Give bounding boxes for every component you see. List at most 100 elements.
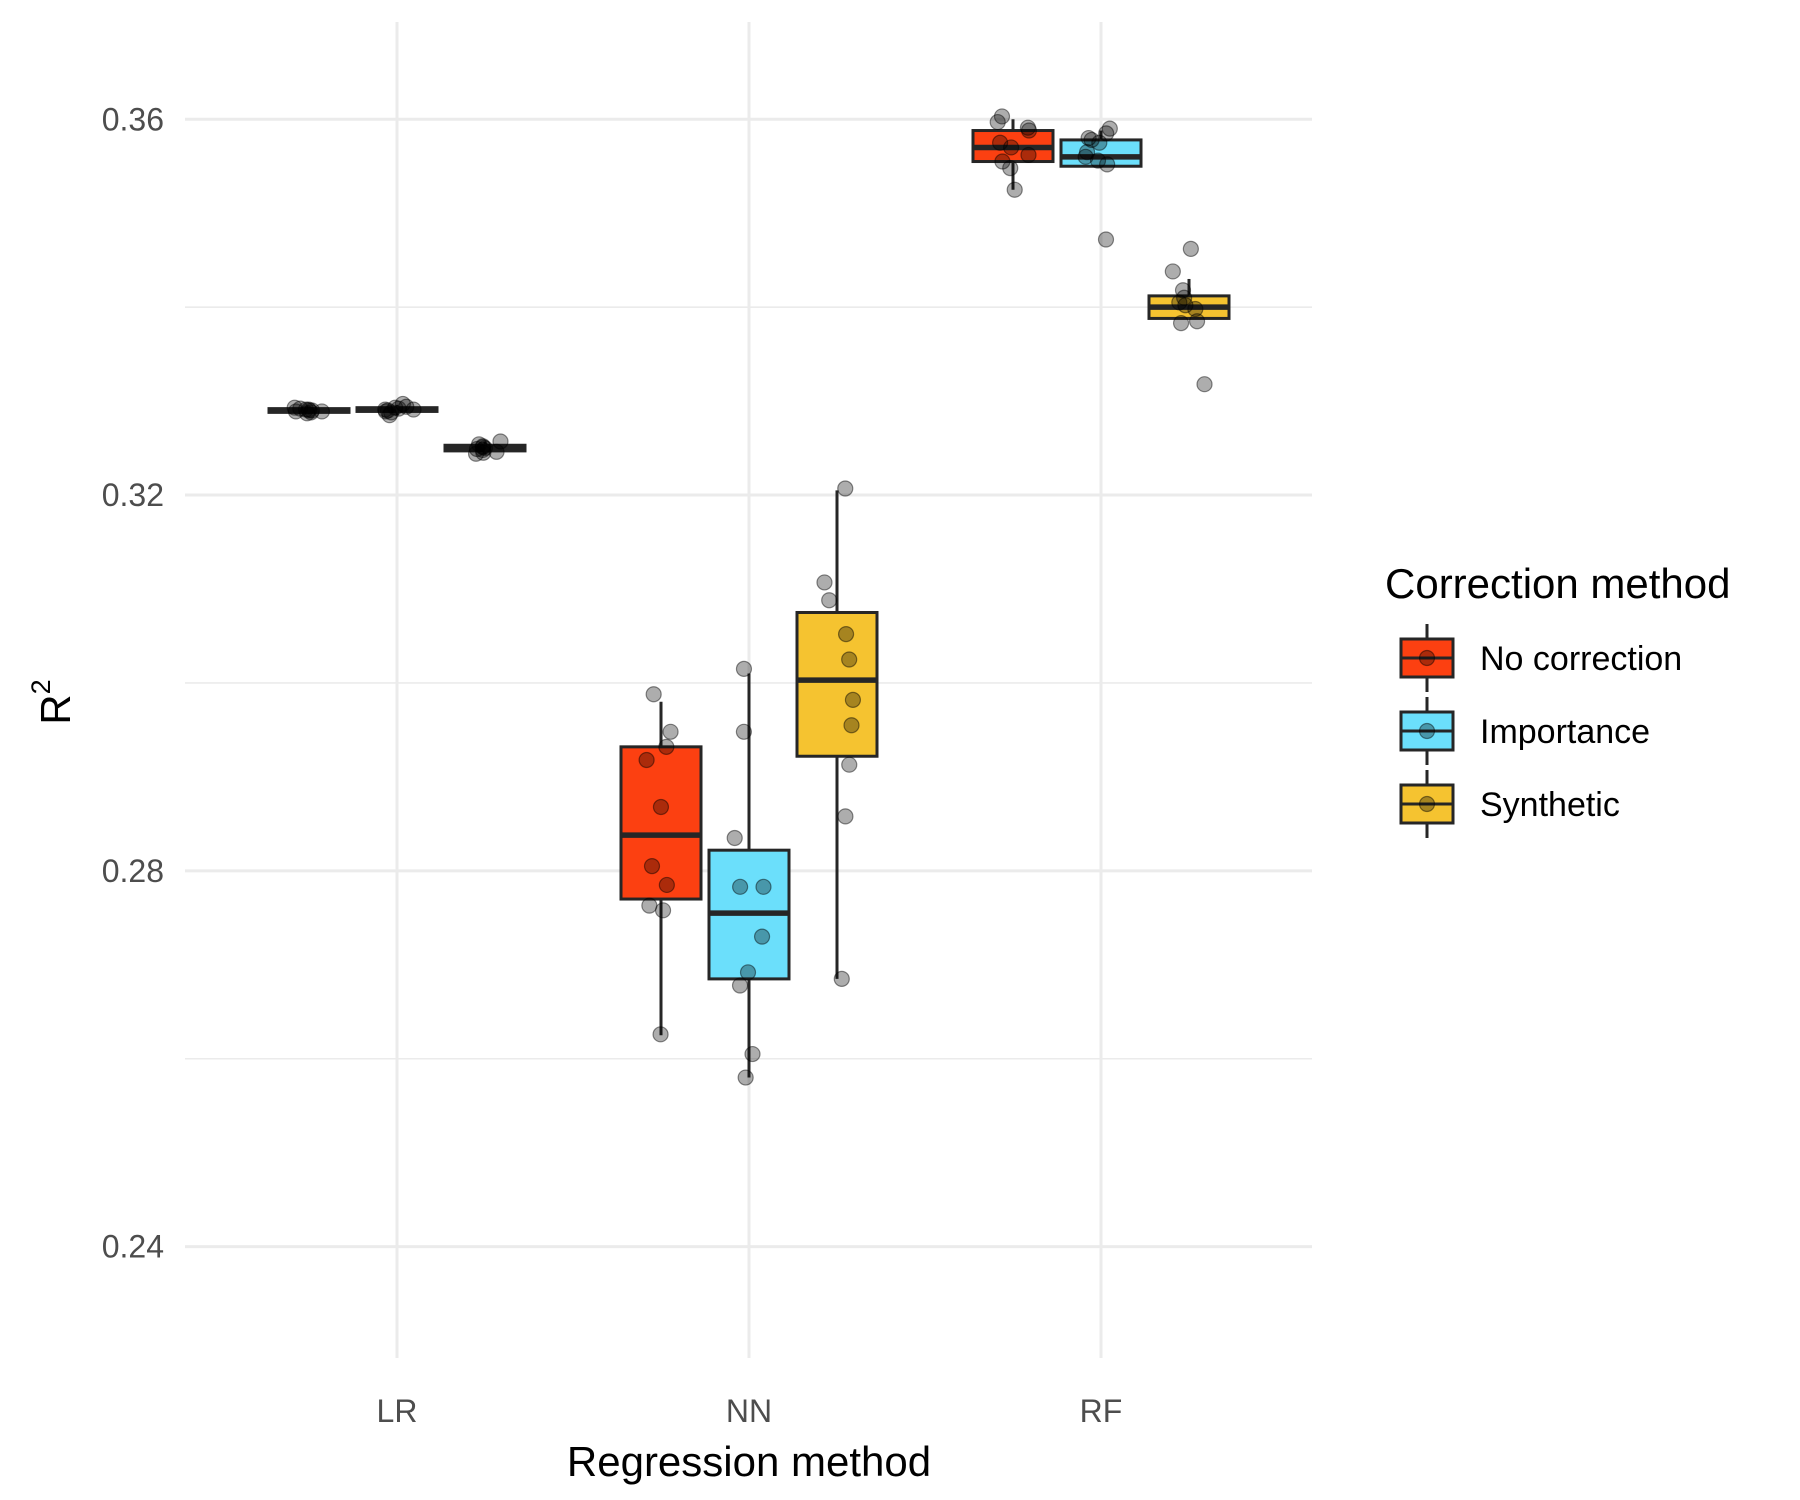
- legend-key-no-correction: No correction: [1399, 624, 1682, 692]
- data-point: [468, 440, 486, 458]
- box-synthetic-lr: [443, 433, 527, 462]
- data-point: [1182, 240, 1199, 258]
- data-point: [1174, 282, 1192, 299]
- data-point: [737, 1069, 754, 1086]
- data-point: [1097, 231, 1115, 248]
- data-point: [1020, 122, 1038, 139]
- data-point: [833, 970, 850, 987]
- plot-panel: [185, 22, 1312, 1358]
- data-point: [390, 400, 407, 417]
- data-point: [643, 858, 661, 875]
- data-point: [755, 878, 772, 895]
- box-body: [795, 610, 879, 758]
- data-point: [1078, 144, 1096, 161]
- data-point: [1002, 160, 1019, 177]
- box-groups: [267, 108, 1231, 1086]
- data-point: [302, 404, 320, 421]
- data-point: [475, 444, 492, 461]
- data-point: [1188, 313, 1206, 330]
- data-point: [1003, 139, 1020, 156]
- box-body: [1059, 138, 1143, 168]
- data-point: [735, 660, 753, 677]
- data-point: [476, 439, 493, 457]
- legend-title: Correction method: [1385, 560, 1731, 607]
- box-synthetic-nn: [795, 480, 879, 987]
- x-tick-label: NN: [726, 1393, 772, 1429]
- data-point: [1083, 131, 1100, 149]
- data-point: [1006, 181, 1023, 198]
- y-tick-label: 0.28: [102, 853, 164, 889]
- data-point: [474, 438, 492, 455]
- box-importance-rf: [1059, 120, 1143, 248]
- data-point: [753, 928, 771, 945]
- legend-point: [1418, 795, 1436, 813]
- x-tick-label: RF: [1080, 1393, 1123, 1429]
- data-point: [377, 401, 394, 418]
- x-tick-label: LR: [377, 1393, 418, 1429]
- data-point: [1177, 297, 1194, 314]
- y-axis-ticks: 0.24 0.28 0.32 0.36: [102, 101, 164, 1264]
- data-point: [744, 1045, 761, 1063]
- data-point: [993, 108, 1011, 125]
- box-importance-lr: [355, 395, 439, 424]
- legend-key-synthetic: Synthetic: [1399, 770, 1620, 838]
- data-point: [313, 403, 330, 420]
- legend: Correction method No correction Importanc…: [1385, 560, 1731, 838]
- data-point: [387, 399, 404, 416]
- data-point: [1098, 125, 1115, 142]
- y-axis-title-base: R: [32, 694, 79, 724]
- data-point: [1091, 134, 1108, 151]
- data-point: [843, 717, 860, 734]
- data-point: [837, 480, 854, 497]
- data-point: [1099, 156, 1116, 173]
- data-point: [1196, 376, 1213, 393]
- data-point: [739, 964, 757, 981]
- data-point: [654, 902, 672, 919]
- data-point: [641, 897, 658, 914]
- box-synthetic-rf: [1147, 240, 1231, 393]
- data-point: [1089, 152, 1107, 169]
- box-no-correction-nn: [619, 686, 703, 1043]
- legend-key-importance: Importance: [1399, 697, 1650, 765]
- data-point: [658, 876, 675, 894]
- data-point: [841, 756, 858, 773]
- y-tick-label: 0.24: [102, 1229, 164, 1265]
- data-point: [662, 723, 679, 740]
- data-point: [301, 402, 318, 419]
- svg-text:R2: R2: [26, 679, 79, 724]
- data-point: [837, 625, 855, 643]
- data-point: [645, 686, 662, 703]
- data-point: [381, 407, 398, 424]
- data-point: [303, 402, 321, 419]
- legend-label: Synthetic: [1480, 786, 1620, 824]
- data-point: [844, 691, 862, 708]
- box-no-correction-lr: [267, 399, 351, 422]
- y-axis-title-superscript: 2: [26, 679, 56, 694]
- y-axis-title: R2: [26, 679, 79, 724]
- data-point: [488, 443, 505, 460]
- x-axis-ticks: LR NN RF: [377, 1393, 1123, 1429]
- data-point: [652, 1026, 669, 1043]
- box-importance-nn: [707, 660, 791, 1086]
- legend-label: Importance: [1480, 713, 1650, 751]
- data-point: [474, 439, 492, 456]
- data-point: [292, 400, 309, 417]
- data-point: [405, 401, 422, 418]
- data-point: [297, 401, 315, 418]
- data-point: [492, 433, 509, 450]
- data-point: [1172, 315, 1190, 332]
- data-point: [287, 403, 305, 420]
- data-point: [652, 798, 670, 816]
- data-point: [1020, 146, 1037, 164]
- data-point: [989, 113, 1006, 131]
- data-point: [735, 723, 753, 740]
- data-point: [1101, 120, 1118, 137]
- data-point: [377, 403, 394, 420]
- data-point: [992, 134, 1009, 151]
- data-point: [994, 153, 1011, 170]
- data-point: [1080, 129, 1097, 147]
- data-point: [300, 401, 317, 418]
- data-point: [841, 651, 858, 668]
- data-point: [732, 878, 749, 895]
